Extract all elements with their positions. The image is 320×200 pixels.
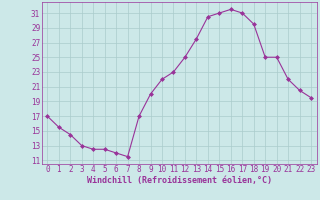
X-axis label: Windchill (Refroidissement éolien,°C): Windchill (Refroidissement éolien,°C) — [87, 176, 272, 185]
